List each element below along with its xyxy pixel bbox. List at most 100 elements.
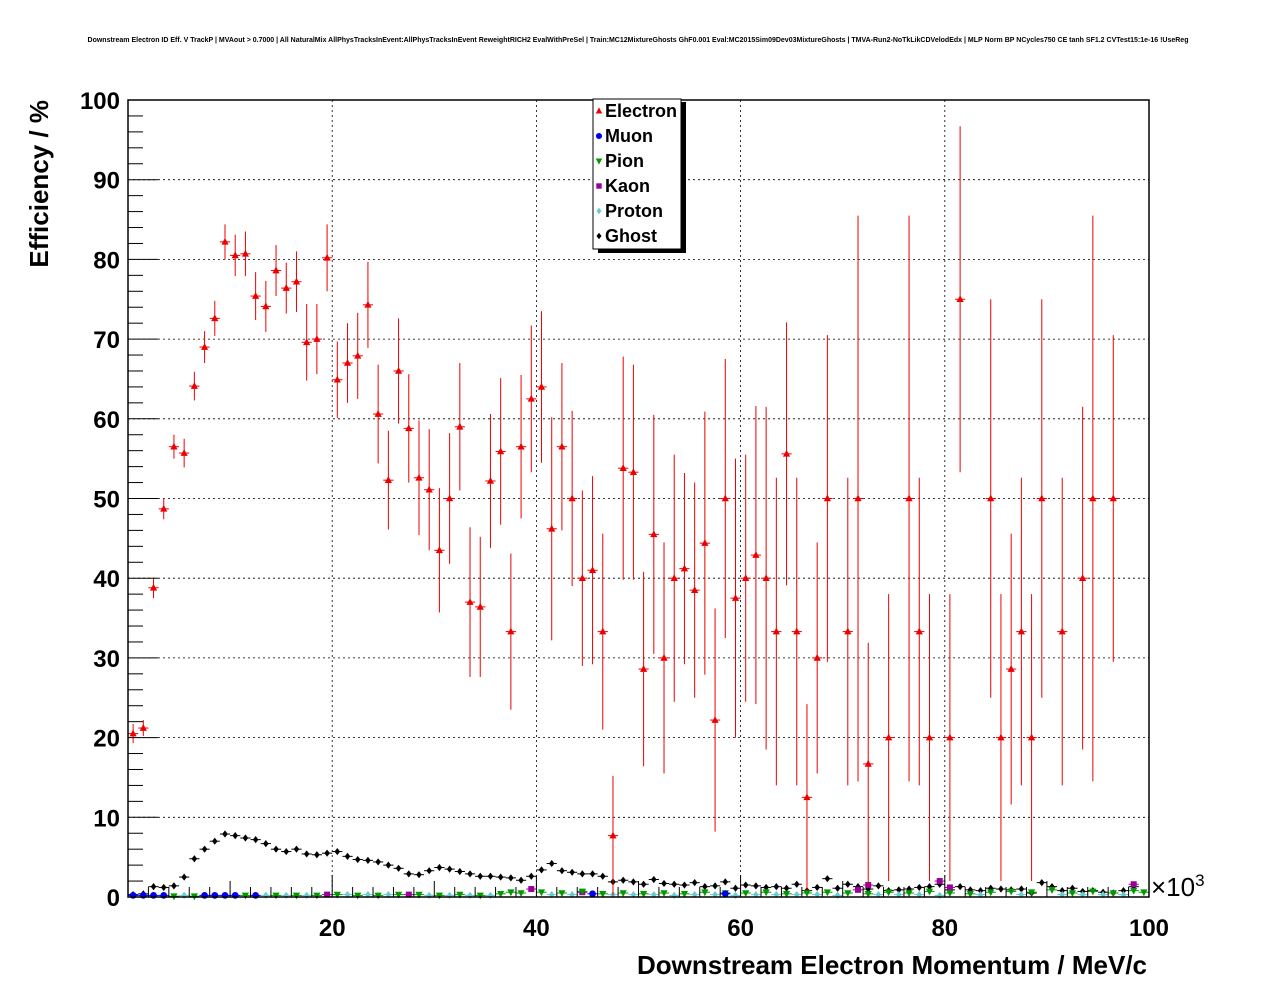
electron-point: [721, 494, 729, 502]
pion-point: [640, 891, 648, 898]
legend-items: Electron Muon Pion Kaon Proton Ghost: [595, 101, 677, 246]
ghost-point: [681, 881, 688, 889]
electron-point: [640, 665, 648, 672]
pion-point: [905, 890, 913, 898]
ghost-point: [211, 837, 218, 845]
ghost-point: [446, 865, 453, 873]
electron-point: [282, 284, 290, 291]
ghost-point: [232, 832, 239, 840]
muon-point: [252, 892, 260, 899]
ghost-point: [855, 883, 861, 891]
y-tick-label: 40: [93, 566, 120, 593]
electron-point: [752, 551, 760, 558]
ghost-point: [651, 875, 657, 884]
electron-point: [660, 653, 668, 661]
ghost-point: [252, 836, 259, 844]
pion-point: [823, 889, 831, 897]
electron-point: [885, 733, 893, 741]
ghost-point: [191, 855, 198, 863]
legend-label-muon: Muon: [605, 126, 653, 146]
muon-point: [221, 892, 229, 899]
electron-point: [272, 266, 280, 274]
electron-point: [252, 292, 260, 299]
ghost-point: [314, 851, 320, 859]
electron-point: [160, 504, 168, 512]
ghost-point: [783, 884, 790, 892]
ghost-point: [579, 870, 586, 878]
y-tick-label: 10: [93, 805, 120, 832]
ghost-point: [181, 873, 187, 881]
pion-point: [803, 890, 811, 898]
electron-point: [956, 295, 964, 303]
electron-point: [701, 539, 709, 546]
ghost-point: [998, 885, 1004, 893]
ghost-point: [222, 830, 228, 838]
pion-point: [415, 891, 423, 899]
y-tick-label: 50: [93, 487, 120, 514]
ghost-point: [793, 880, 800, 888]
electron-point: [782, 449, 791, 457]
ghost-point: [977, 887, 984, 895]
legend-marker-electron: [595, 107, 603, 114]
ghost-point: [599, 872, 606, 880]
electron-point: [629, 468, 637, 475]
ghost-point: [589, 870, 596, 878]
electron-point: [548, 524, 556, 532]
proton-point: [732, 891, 739, 900]
ghost-point: [487, 872, 494, 880]
ghost-point: [528, 872, 535, 880]
electron-point: [211, 314, 219, 322]
ghost-point: [334, 847, 341, 856]
ghost-point: [354, 855, 361, 864]
legend-label-kaon: Kaon: [605, 176, 650, 196]
electron-point: [241, 249, 250, 257]
ghost-point: [201, 845, 208, 853]
x-tick-label: 100: [1129, 915, 1169, 942]
pion-point: [497, 891, 505, 898]
electron-point: [558, 442, 566, 450]
electron-point: [619, 464, 627, 472]
pion-point: [864, 891, 872, 898]
electron-point: [1089, 494, 1097, 502]
pion-point: [844, 890, 852, 898]
ghost-point: [160, 883, 167, 892]
y-tick-label: 90: [93, 168, 120, 195]
electron-point: [1058, 627, 1066, 635]
ghost-point: [365, 856, 371, 864]
ghost-point: [702, 883, 708, 891]
muon-point: [231, 892, 239, 899]
ghost-point: [620, 876, 626, 884]
pion-point: [456, 891, 464, 899]
ghost-point: [263, 840, 269, 848]
pion-point: [558, 890, 566, 898]
ghost-point: [1059, 887, 1066, 895]
electron-point: [139, 724, 147, 731]
ghost-point: [467, 870, 473, 878]
x-multiplier-base: ×10: [1151, 872, 1195, 902]
electron-point: [609, 831, 617, 839]
electron-point: [997, 733, 1005, 741]
ghost-point: [508, 874, 514, 882]
muon-point: [589, 890, 596, 898]
ghost-point: [742, 881, 749, 889]
electron-point: [905, 494, 913, 502]
electron-point: [650, 530, 658, 538]
x-tick-label: 20: [319, 915, 346, 942]
pion-point: [1027, 889, 1036, 897]
pion-point: [1109, 890, 1117, 898]
electron-point: [446, 494, 454, 502]
electron-point: [415, 473, 423, 481]
electron-point: [231, 251, 239, 259]
electron-point: [1017, 627, 1025, 635]
electron-point: [742, 574, 750, 581]
muon-point: [129, 892, 137, 899]
legend-label-ghost: Ghost: [605, 226, 657, 246]
legend-marker-pion: [595, 158, 603, 165]
electron-point: [323, 253, 331, 261]
legend-label-electron: Electron: [605, 101, 677, 121]
electron-point: [854, 494, 862, 502]
grid: [128, 100, 1149, 897]
proton-point: [671, 891, 678, 900]
ghost-point: [661, 879, 667, 888]
ghost-point: [344, 852, 351, 860]
